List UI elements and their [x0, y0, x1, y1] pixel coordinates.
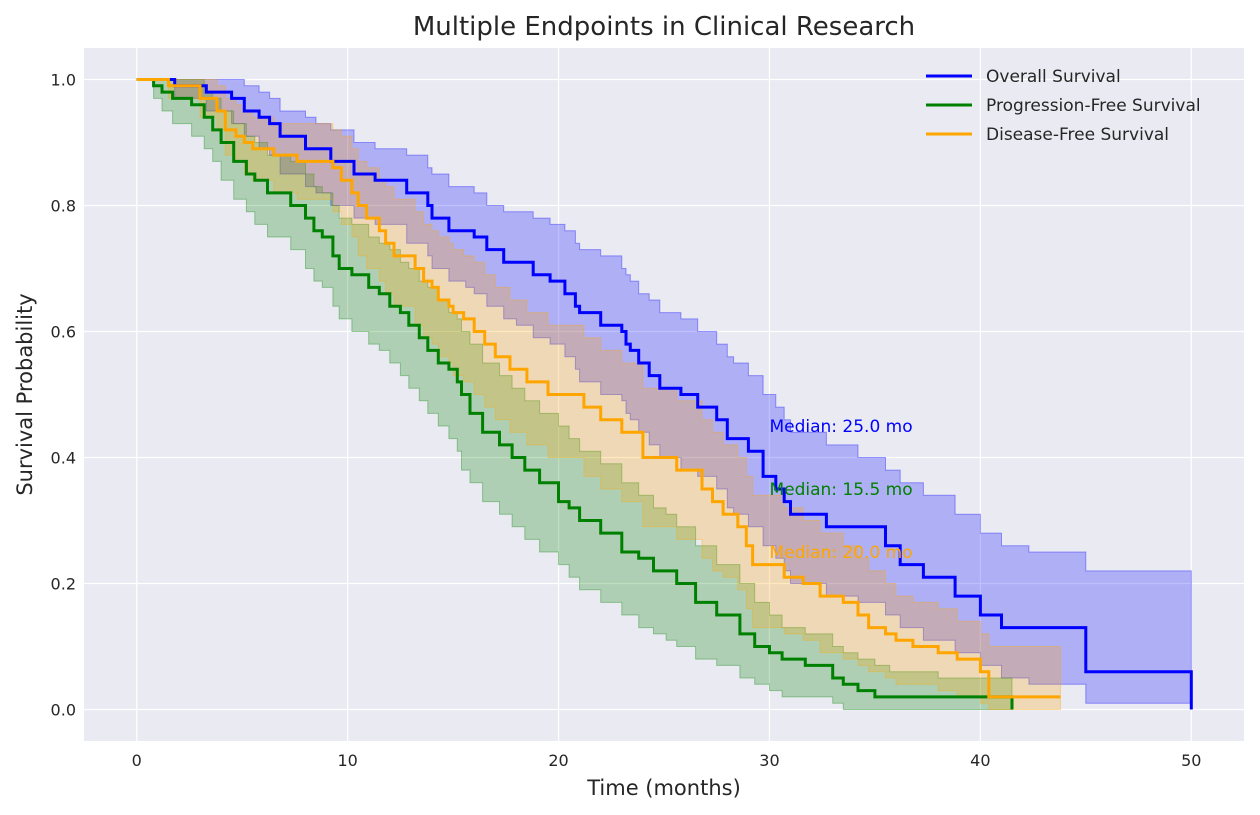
confidence-bands	[136, 79, 1192, 710]
legend-label: Overall Survival	[986, 67, 1121, 87]
median-annotations: Median: 25.0 mo Median: 15.5 mo Median: 20…	[769, 417, 912, 563]
legend-label: Disease-Free Survival	[986, 125, 1169, 145]
axis-ticks: 0 10 20 30 40 50 0.0 0.2 0.4 0.6 0.8 1.0	[51, 71, 1202, 771]
chart-title: Multiple Endpoints in Clinical Research	[413, 12, 915, 42]
y-tick-label: 0.2	[51, 575, 76, 594]
x-tick-label: 40	[970, 751, 990, 770]
x-tick-label: 50	[1181, 751, 1201, 770]
y-tick-label: 0.8	[51, 197, 76, 216]
survival-curves	[136, 78, 1193, 710]
progression-free-survival-line	[136, 78, 1014, 710]
x-tick-label: 10	[337, 751, 357, 770]
plot-area	[84, 48, 1244, 741]
progression-free-survival-ci-band	[136, 79, 1013, 710]
x-tick-label: 20	[548, 751, 568, 770]
x-tick-label: 0	[132, 751, 142, 770]
overall-survival-ci-band	[136, 79, 1192, 704]
y-axis-title: Survival Probability	[13, 293, 37, 495]
y-tick-label: 0.6	[51, 323, 76, 342]
median-annotation: Median: 20.0 mo	[769, 543, 912, 563]
y-tick-label: 0.4	[51, 449, 76, 468]
overall-survival-line	[136, 78, 1193, 710]
legend: Overall Survival Progression-Free Surviva…	[926, 67, 1201, 145]
legend-label: Progression-Free Survival	[986, 96, 1201, 116]
median-annotation: Median: 25.0 mo	[769, 417, 912, 437]
disease-free-survival-line	[136, 78, 1061, 699]
disease-free-survival-ci-band	[136, 79, 1061, 710]
x-tick-label: 30	[759, 751, 779, 770]
y-tick-label: 1.0	[51, 71, 76, 90]
x-axis-title: Time (months)	[586, 776, 741, 800]
median-annotation: Median: 15.5 mo	[769, 480, 912, 500]
y-tick-label: 0.0	[51, 701, 76, 720]
grid	[84, 48, 1244, 741]
